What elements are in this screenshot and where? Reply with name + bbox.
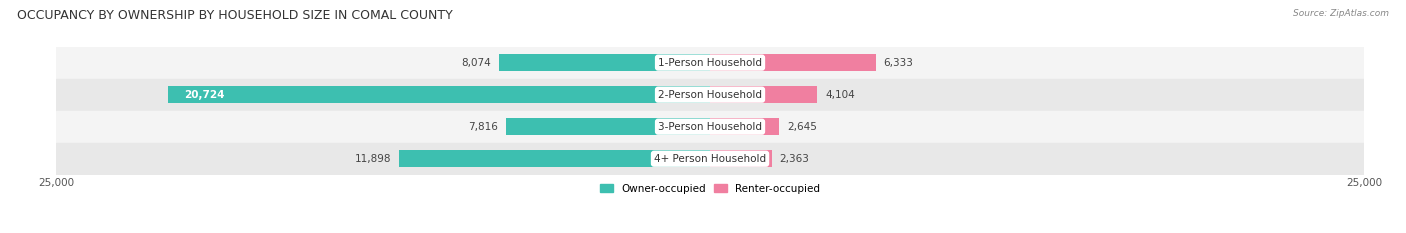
Text: Source: ZipAtlas.com: Source: ZipAtlas.com	[1294, 9, 1389, 18]
Text: 4+ Person Household: 4+ Person Household	[654, 154, 766, 164]
Bar	[56, 111, 1364, 143]
Text: 8,074: 8,074	[461, 58, 491, 68]
Text: 7,816: 7,816	[468, 122, 498, 132]
Bar	[710, 151, 772, 167]
Bar	[499, 54, 710, 71]
Bar	[710, 54, 876, 71]
Bar	[56, 47, 1364, 79]
Text: OCCUPANCY BY OWNERSHIP BY HOUSEHOLD SIZE IN COMAL COUNTY: OCCUPANCY BY OWNERSHIP BY HOUSEHOLD SIZE…	[17, 9, 453, 22]
Bar	[710, 86, 817, 103]
Text: 20,724: 20,724	[184, 90, 224, 100]
Bar	[710, 118, 779, 135]
Text: 4,104: 4,104	[825, 90, 855, 100]
Legend: Owner-occupied, Renter-occupied: Owner-occupied, Renter-occupied	[596, 179, 824, 198]
Text: 3-Person Household: 3-Person Household	[658, 122, 762, 132]
Text: 2,363: 2,363	[780, 154, 810, 164]
Text: 6,333: 6,333	[883, 58, 914, 68]
Bar	[506, 118, 710, 135]
Text: 2,645: 2,645	[787, 122, 817, 132]
Bar	[56, 143, 1364, 175]
Bar	[169, 86, 710, 103]
Text: 11,898: 11,898	[354, 154, 391, 164]
Bar	[399, 151, 710, 167]
Text: 1-Person Household: 1-Person Household	[658, 58, 762, 68]
Text: 2-Person Household: 2-Person Household	[658, 90, 762, 100]
Bar	[56, 79, 1364, 111]
